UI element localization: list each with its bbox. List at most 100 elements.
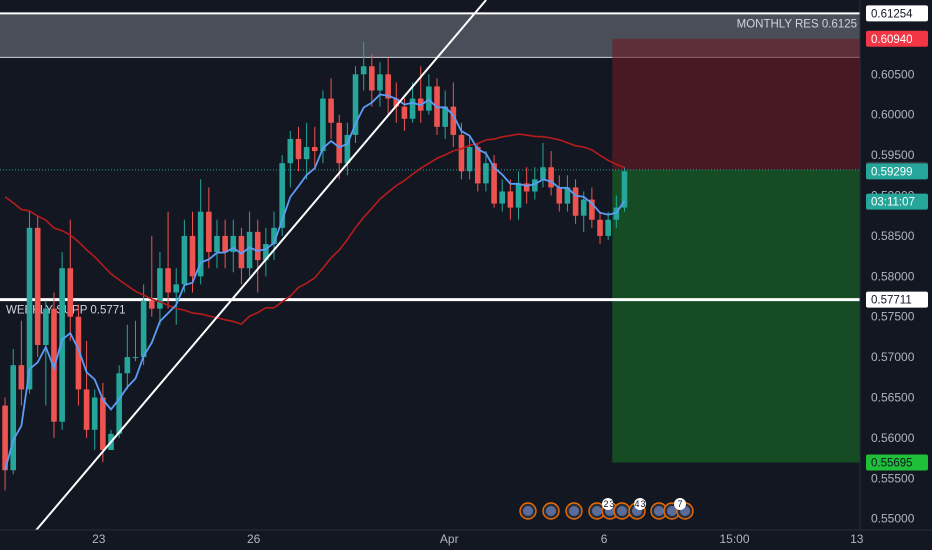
candle-body[interactable] (426, 86, 432, 111)
price-tag[interactable] (866, 5, 928, 22)
candle-body[interactable] (458, 134, 465, 172)
candle-body[interactable] (18, 365, 25, 390)
candle-body[interactable] (499, 191, 506, 204)
candle-body[interactable] (279, 163, 285, 228)
time-tick-label: 15:00 (719, 532, 749, 546)
candle-body[interactable] (287, 138, 294, 164)
candle-body[interactable] (148, 300, 155, 309)
price-axis-panel[interactable] (860, 0, 932, 530)
candle-body[interactable] (10, 365, 17, 471)
candle-body[interactable] (532, 179, 538, 192)
candle-body[interactable] (352, 74, 359, 135)
time-axis-panel[interactable] (0, 530, 932, 550)
candle-body[interactable] (328, 98, 334, 123)
candle-body[interactable] (91, 397, 98, 430)
candle-body[interactable] (246, 231, 253, 269)
candle-body[interactable] (409, 98, 416, 119)
price-tag[interactable] (866, 163, 928, 180)
candle-body[interactable] (230, 235, 237, 253)
candle-body[interactable] (474, 147, 481, 184)
candle-body[interactable] (34, 227, 41, 345)
ascending-trendline[interactable] (5, 0, 487, 550)
candle-body[interactable] (556, 187, 563, 204)
candle-body[interactable] (377, 74, 383, 91)
candle-body[interactable] (442, 106, 448, 127)
slow-moving-average[interactable] (4, 133, 625, 326)
flag-inner-icon (667, 506, 677, 516)
candle-body[interactable] (491, 163, 497, 204)
candle-body[interactable] (605, 219, 611, 236)
candle-body[interactable] (466, 147, 473, 172)
candle-body[interactable] (157, 268, 163, 309)
candle-body[interactable] (515, 183, 522, 208)
price-tag[interactable] (866, 30, 928, 47)
candle-body[interactable] (483, 163, 489, 184)
candle-body[interactable] (393, 98, 400, 107)
candle-body[interactable] (597, 219, 603, 236)
candle-body[interactable] (189, 235, 196, 277)
price-tag[interactable] (866, 454, 928, 471)
candle-body[interactable] (100, 397, 106, 451)
candle-body[interactable] (263, 243, 269, 261)
candle-body[interactable] (572, 187, 579, 216)
candle-body[interactable] (116, 373, 122, 434)
candle-body[interactable] (165, 268, 171, 293)
candle-body[interactable] (311, 147, 318, 152)
candle-body[interactable] (271, 227, 277, 244)
candle-body[interactable] (548, 167, 554, 188)
candle-body[interactable] (140, 300, 147, 358)
candle-body[interactable] (124, 357, 131, 374)
candle-body[interactable] (59, 268, 65, 422)
candle-body[interactable] (344, 134, 351, 164)
event-count-badge[interactable] (634, 498, 646, 510)
candle-body[interactable] (254, 231, 261, 261)
price-tick-label: 0.58000 (871, 269, 915, 283)
candle-body[interactable] (360, 66, 367, 75)
candle-body[interactable] (197, 211, 204, 277)
candle-body[interactable] (450, 106, 457, 135)
price-tag-label: 03:11:07 (871, 197, 915, 209)
candle-body[interactable] (385, 74, 391, 99)
time-tick-label: 23 (92, 532, 106, 546)
candle-body[interactable] (507, 191, 514, 208)
candle-body[interactable] (369, 66, 375, 91)
price-tag[interactable] (866, 291, 928, 308)
price-axis-tags: 0.612540.609400.593170.5929903:11:070.57… (866, 5, 928, 471)
price-tick-label: 0.60500 (871, 67, 915, 81)
price-tick-label: 0.58500 (871, 229, 915, 243)
candle-body[interactable] (2, 405, 8, 471)
candle-body[interactable] (214, 235, 220, 253)
candle-body[interactable] (238, 235, 245, 269)
event-count-badge[interactable] (602, 498, 614, 510)
candle-body[interactable] (222, 235, 228, 253)
candle-body[interactable] (303, 147, 310, 160)
event-count-label: 7 (677, 499, 682, 509)
candle-body[interactable] (132, 357, 139, 359)
candle-body[interactable] (336, 122, 343, 164)
candle-body[interactable] (26, 227, 33, 390)
fast-moving-average[interactable] (4, 93, 626, 471)
candle-body[interactable] (295, 138, 302, 160)
candle-body[interactable] (181, 235, 188, 285)
candle-body[interactable] (523, 183, 530, 192)
candle-body[interactable] (173, 284, 180, 293)
candle-body[interactable] (540, 167, 546, 180)
candle-body[interactable] (320, 98, 326, 152)
candle-body[interactable] (580, 199, 587, 216)
candle-body[interactable] (67, 268, 74, 317)
candle-body[interactable] (43, 308, 49, 345)
candle-body[interactable] (564, 187, 571, 204)
candle-body[interactable] (401, 106, 408, 119)
event-count-badge[interactable] (674, 498, 686, 510)
candle-body[interactable] (83, 389, 90, 430)
candle-body[interactable] (75, 316, 82, 390)
candle-body[interactable] (589, 199, 595, 220)
candle-body[interactable] (621, 171, 628, 208)
candle-body[interactable] (206, 211, 212, 253)
flag-inner-icon (592, 506, 602, 516)
candle-body[interactable] (613, 207, 620, 220)
event-count-label: 3 (609, 499, 614, 509)
price-tag[interactable] (866, 193, 928, 210)
